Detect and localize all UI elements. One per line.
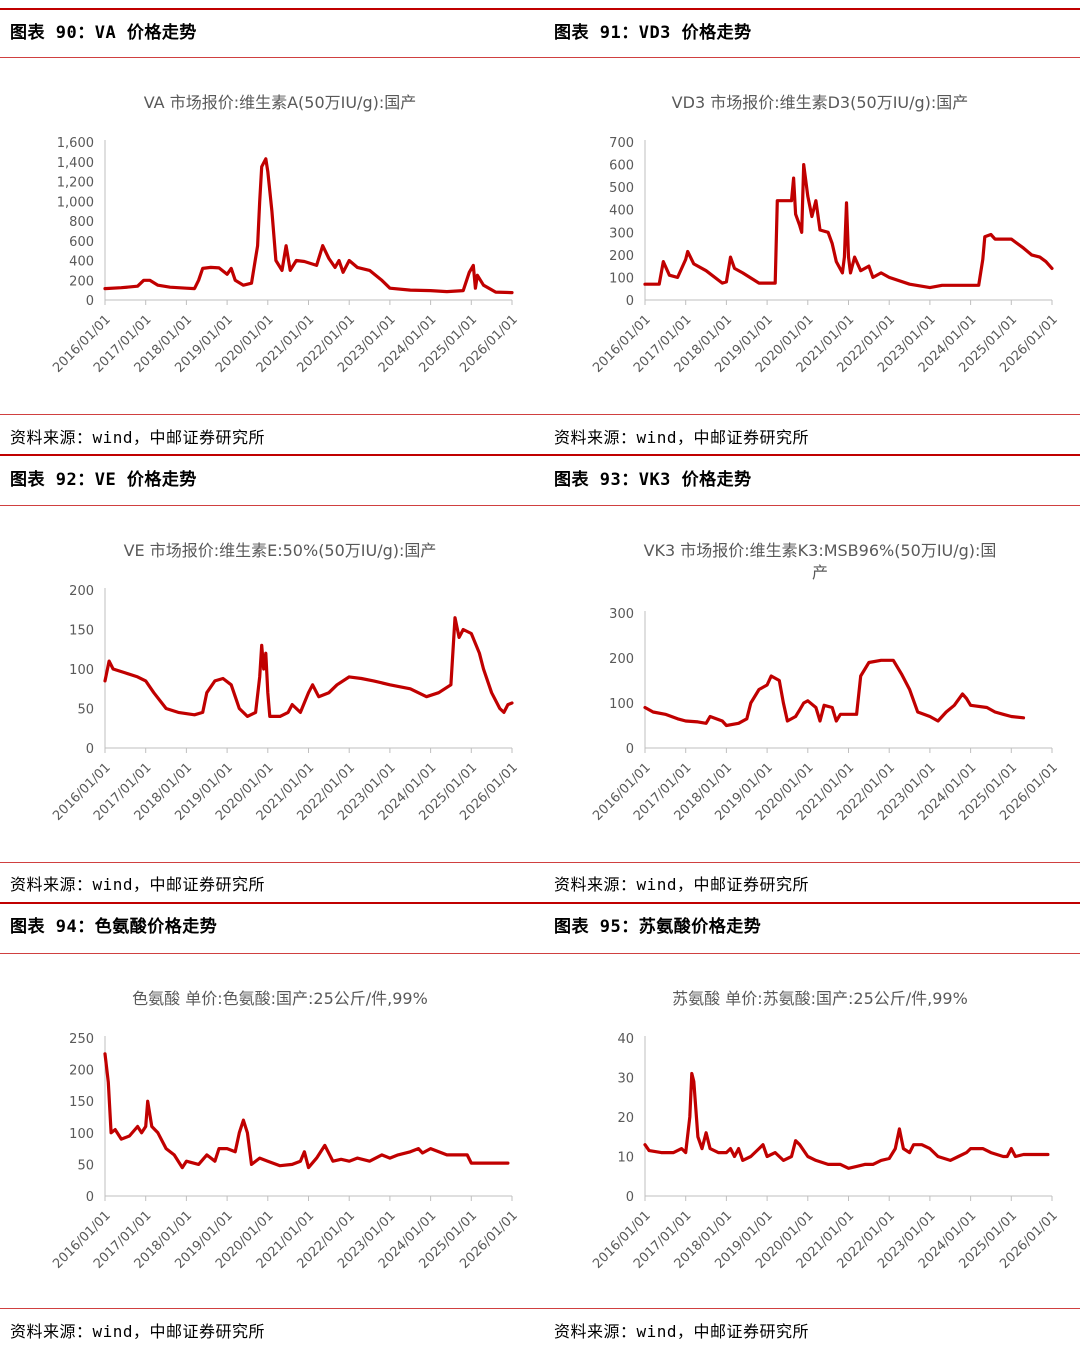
y-tick-label: 200 <box>609 249 634 264</box>
y-tick-label: 100 <box>609 271 634 286</box>
y-tick-label: 30 <box>617 1072 634 1087</box>
y-tick-label: 250 <box>69 1032 94 1047</box>
top-rule <box>0 8 1080 10</box>
section-rule-3 <box>0 902 1080 904</box>
y-tick-label: 100 <box>609 697 634 712</box>
source-note: 资料来源：wind，中邮证券研究所 <box>554 875 810 894</box>
panel-title-va: 图表 90：VA 价格走势 <box>10 23 197 43</box>
y-tick-label: 400 <box>609 204 634 219</box>
chart-svg: VK3 市场报价:维生素K3:MSB96%(50万IU/g):国产 0 100 200… <box>590 541 1061 824</box>
title-rule-3 <box>0 953 1080 954</box>
y-tick-label: 700 <box>609 136 634 151</box>
y-tick-label: 100 <box>69 1127 94 1142</box>
y-tick-label: 800 <box>69 215 94 230</box>
y-tick-label: 600 <box>69 235 94 250</box>
series-line <box>103 616 514 718</box>
panel-title-vk3: 图表 93：VK3 价格走势 <box>554 470 752 490</box>
series-line <box>103 1052 510 1170</box>
series-line <box>643 658 1026 728</box>
y-tick-label: 150 <box>69 624 94 639</box>
source-note: 资料来源：wind，中邮证券研究所 <box>10 428 266 447</box>
y-tick-label: 50 <box>77 703 94 718</box>
series-line <box>643 1071 1050 1170</box>
chart-title: VK3 市场报价:维生素K3:MSB96%(50万IU/g):国 <box>644 541 997 560</box>
y-tick-label: 0 <box>86 742 94 757</box>
y-tick-label: 1,000 <box>57 195 94 210</box>
y-tick-label: 50 <box>77 1158 94 1173</box>
y-tick-label: 200 <box>69 274 94 289</box>
chart-tryptophan: 色氨酸 单价:色氨酸:国产:25公斤/件,99% 0 50 100 150 200 250 2… <box>0 956 540 1306</box>
chart-title: 苏氨酸 单价:苏氨酸:国产:25公斤/件,99% <box>672 989 968 1008</box>
y-tick-label: 200 <box>69 584 94 599</box>
chart-svg: 苏氨酸 单价:苏氨酸:国产:25公斤/件,99%0102030402016/01… <box>590 989 1061 1272</box>
y-tick-label: 20 <box>617 1111 634 1126</box>
chart-title: 色氨酸 单价:色氨酸:国产:25公斤/件,99% <box>132 989 428 1008</box>
chart-title: VA 市场报价:维生素A(50万IU/g):国产 <box>144 93 417 112</box>
y-tick-label: 40 <box>617 1032 634 1047</box>
title-rule-1 <box>0 57 1080 58</box>
panel-title-threonine: 图表 95：苏氨酸价格走势 <box>554 917 762 937</box>
chart-title: VD3 市场报价:维生素D3(50万IU/g):国产 <box>672 93 969 112</box>
y-tick-label: 0 <box>626 1190 634 1205</box>
source-note: 资料来源：wind，中邮证券研究所 <box>10 1322 266 1341</box>
y-tick-label: 1,200 <box>57 176 94 191</box>
chart-svg: 色氨酸 单价:色氨酸:国产:25公斤/件,99%0501001502002502… <box>50 989 521 1272</box>
panel-title-tryptophan: 图表 94：色氨酸价格走势 <box>10 917 218 937</box>
y-tick-label: 1,400 <box>57 156 94 171</box>
series-line <box>643 163 1054 290</box>
y-tick-label: 10 <box>617 1151 634 1166</box>
y-tick-label: 300 <box>609 226 634 241</box>
source-note: 资料来源：wind，中邮证券研究所 <box>10 875 266 894</box>
series-line <box>103 157 514 295</box>
source-rule-1 <box>0 414 1080 415</box>
chart-svg: VE 市场报价:维生素E:50%(50万IU/g):国产 0 50 100 150 200… <box>50 541 521 824</box>
section-rule-2 <box>0 454 1080 456</box>
y-tick-label: 400 <box>69 255 94 270</box>
y-tick-label: 600 <box>609 159 634 174</box>
panel-title-ve: 图表 92：VE 价格走势 <box>10 470 197 490</box>
y-tick-label: 300 <box>609 607 634 622</box>
source-note: 资料来源：wind，中邮证券研究所 <box>554 428 810 447</box>
source-rule-2 <box>0 862 1080 863</box>
y-tick-label: 0 <box>86 1190 94 1205</box>
chart-vd3: VD3 市场报价:维生素D3(50万IU/g):国产 0 100 200 300 400 5… <box>540 60 1080 410</box>
source-note: 资料来源：wind，中邮证券研究所 <box>554 1322 810 1341</box>
chart-svg: VD3 市场报价:维生素D3(50万IU/g):国产 0 100 200 300 400 5… <box>590 93 1061 376</box>
y-tick-label: 200 <box>69 1064 94 1079</box>
y-tick-label: 500 <box>609 181 634 196</box>
panel-title-vd3: 图表 91：VD3 价格走势 <box>554 23 752 43</box>
chart-title: VE 市场报价:维生素E:50%(50万IU/g):国产 <box>124 541 437 560</box>
chart-va: VA 市场报价:维生素A(50万IU/g):国产 0 200 400 600 800 1,0… <box>0 60 540 410</box>
chart-svg: VA 市场报价:维生素A(50万IU/g):国产 0 200 400 600 800 1,0… <box>50 93 521 376</box>
y-tick-label: 1,600 <box>57 136 94 151</box>
y-tick-label: 0 <box>626 742 634 757</box>
y-tick-label: 100 <box>69 663 94 678</box>
y-tick-label: 150 <box>69 1095 94 1110</box>
chart-vk3: VK3 市场报价:维生素K3:MSB96%(50万IU/g):国产 0 100 200… <box>540 508 1080 858</box>
chart-title: 产 <box>812 563 828 582</box>
y-tick-label: 0 <box>626 294 634 309</box>
y-tick-label: 0 <box>86 294 94 309</box>
chart-ve: VE 市场报价:维生素E:50%(50万IU/g):国产 0 50 100 150 200… <box>0 508 540 858</box>
y-tick-label: 200 <box>609 652 634 667</box>
source-rule-3 <box>0 1308 1080 1309</box>
title-rule-2 <box>0 505 1080 506</box>
chart-threonine: 苏氨酸 单价:苏氨酸:国产:25公斤/件,99% 0 10 20 30 40 2016/01… <box>540 956 1080 1306</box>
